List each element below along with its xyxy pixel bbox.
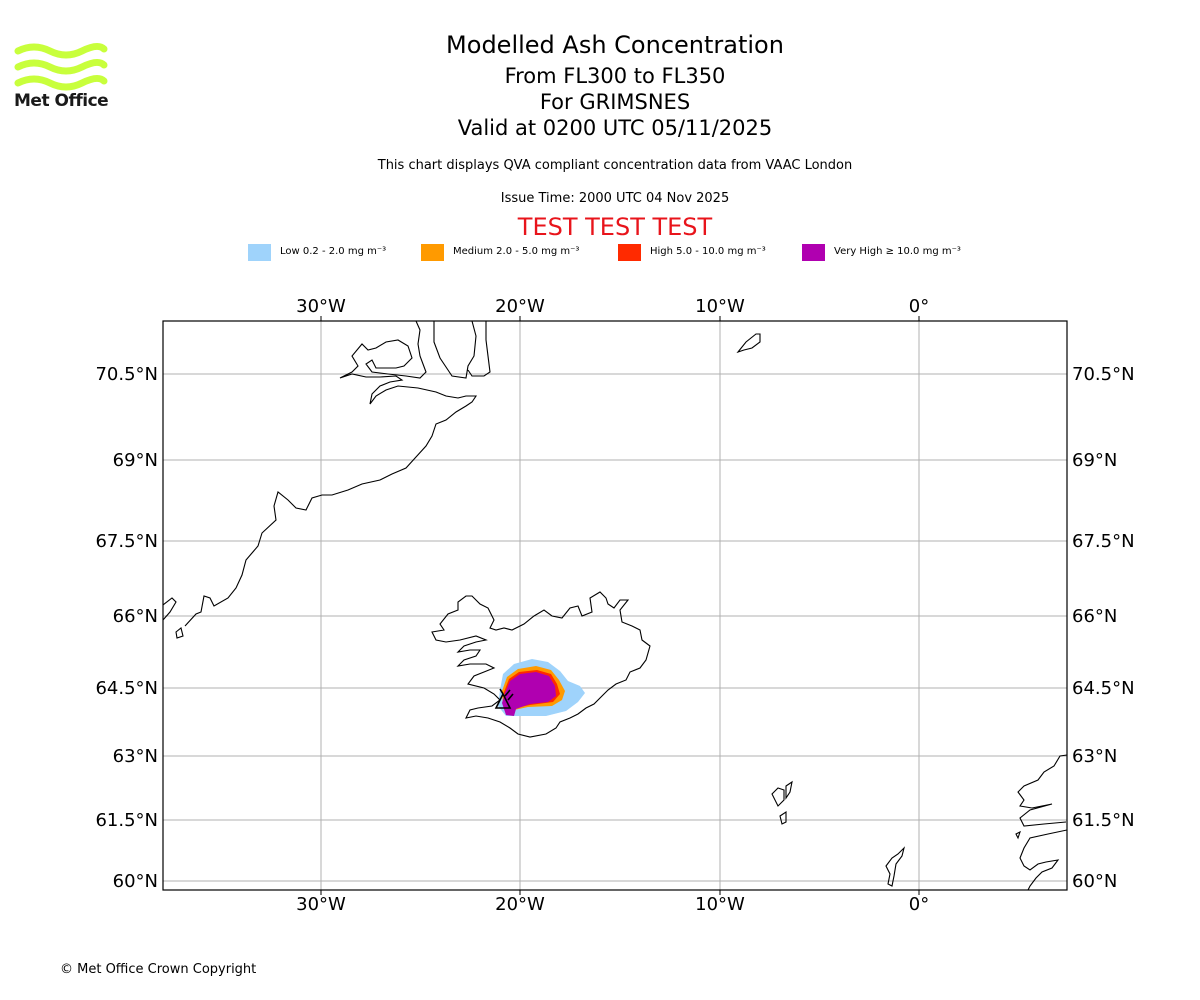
lon-label-top-30w: 30°W (296, 296, 346, 317)
lat-label-left-61-5n: 61.5°N (95, 810, 158, 831)
chart-description: This chart displays QVA compliant concen… (377, 158, 853, 173)
lat-label-right-66n: 66°N (1072, 606, 1117, 627)
map-frame (162, 320, 1068, 891)
legend-label-high: High 5.0 - 10.0 mg m⁻³ (650, 246, 766, 257)
axis-ticks (320, 316, 920, 895)
lat-label-right-69n: 69°N (1072, 450, 1117, 471)
valid-time-subtitle: Valid at 0200 UTC 05/11/2025 (457, 116, 773, 140)
logo-text: Met Office (14, 91, 109, 111)
flight-level-subtitle: From FL300 to FL350 (504, 64, 726, 88)
coast-faroe-2 (785, 780, 793, 800)
lat-label-left-60n: 60°N (113, 871, 158, 892)
issue-time: Issue Time: 2000 UTC 04 Nov 2025 (500, 191, 730, 206)
coast-svalbard-island (736, 333, 761, 354)
coast-faroe-3 (779, 810, 787, 825)
lon-label-bottom-10w: 10°W (695, 894, 745, 915)
lon-label-bottom-20w: 20°W (495, 894, 545, 915)
coast-iceland (431, 591, 651, 738)
coastlines (163, 321, 1067, 890)
legend-label-very-high: Very High ≥ 10.0 mg m⁻³ (834, 246, 961, 257)
volcano-triangle-icon (494, 688, 514, 709)
map-content (163, 321, 1067, 890)
legend-swatch-low (248, 244, 271, 261)
lat-label-left-66n: 66°N (113, 606, 158, 627)
lat-label-right-70-5n: 70.5°N (1072, 364, 1135, 385)
lon-label-top-0: 0° (909, 296, 929, 317)
lon-label-bottom-0: 0° (909, 894, 929, 915)
lat-label-right-67-5n: 67.5°N (1072, 531, 1135, 552)
coast-norway (1015, 754, 1067, 890)
lat-label-right-60n: 60°N (1072, 871, 1117, 892)
lon-label-bottom-30w: 30°W (296, 894, 346, 915)
lat-label-left-69n: 69°N (113, 450, 158, 471)
coast-faroe-1 (771, 787, 785, 807)
test-banner: TEST TEST TEST (517, 213, 713, 241)
lat-label-right-61-5n: 61.5°N (1072, 810, 1135, 831)
legend-swatch-very-high (802, 244, 825, 261)
legend-swatch-medium (421, 244, 444, 261)
lon-label-top-10w: 10°W (695, 296, 745, 317)
legend-swatch-high (618, 244, 641, 261)
lat-label-left-67-5n: 67.5°N (95, 531, 158, 552)
chart-title: Modelled Ash Concentration (446, 31, 784, 59)
volcano-subtitle: For GRIMSNES (539, 90, 691, 114)
lat-label-left-64-5n: 64.5°N (95, 678, 158, 699)
lat-label-left-63n: 63°N (113, 746, 158, 767)
lon-label-top-20w: 20°W (495, 296, 545, 317)
ash-very-high-region (502, 672, 556, 716)
met-office-logo (14, 42, 108, 91)
coast-shetland (885, 846, 906, 887)
copyright: © Met Office Crown Copyright (60, 962, 257, 977)
legend-label-medium: Medium 2.0 - 5.0 mg m⁻³ (453, 246, 580, 257)
lat-label-right-63n: 63°N (1072, 746, 1117, 767)
coast-greenland (163, 321, 491, 639)
lat-label-right-64-5n: 64.5°N (1072, 678, 1135, 699)
lat-label-left-70-5n: 70.5°N (95, 364, 158, 385)
legend-label-low: Low 0.2 - 2.0 mg m⁻³ (280, 246, 387, 257)
gridlines (163, 321, 1067, 890)
